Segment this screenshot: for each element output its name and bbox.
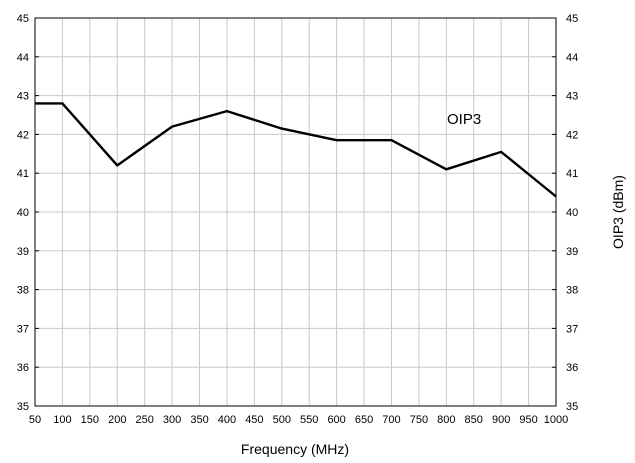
x-tick-label: 800 [437, 414, 455, 426]
x-tick-label: 850 [465, 414, 483, 426]
x-tick-label: 450 [245, 414, 263, 426]
y-tick-label-left: 43 [17, 91, 29, 103]
y-tick-label-left: 38 [17, 285, 29, 297]
y-tick-label-right: 36 [566, 362, 578, 374]
y-tick-label-left: 42 [17, 129, 29, 141]
x-tick-label: 500 [273, 414, 291, 426]
y-tick-label-left: 40 [17, 207, 29, 219]
y-tick-label-right: 38 [566, 285, 578, 297]
x-tick-label: 750 [410, 414, 428, 426]
y-tick-label-right: 40 [566, 207, 578, 219]
y-tick-label-right: 37 [566, 323, 578, 335]
x-tick-label: 300 [163, 414, 181, 426]
y-tick-label-right: 43 [566, 91, 578, 103]
x-tick-label: 700 [382, 414, 400, 426]
y-tick-label-left: 36 [17, 362, 29, 374]
x-tick-label: 400 [218, 414, 236, 426]
grid [35, 18, 556, 406]
x-tick-label: 650 [355, 414, 373, 426]
y-tick-label-right: 39 [566, 246, 578, 258]
series-line-oip3 [35, 102, 557, 198]
y-tick-label-right: 44 [566, 52, 578, 64]
y-tick-label-left: 39 [17, 246, 29, 258]
y-axis-label: OIP3 (dBm) [610, 175, 626, 249]
tick-labels: 50 100 150 200 250 300 350 400 450 500 550 600 650 70… [17, 13, 579, 426]
y-tick-label-right: 45 [566, 13, 578, 25]
x-tick-label: 600 [327, 414, 345, 426]
y-tick-label-left: 44 [17, 52, 29, 64]
plot-frame [34, 17, 557, 407]
x-tick-label: 350 [190, 414, 208, 426]
y-tick-label-left: 35 [17, 401, 29, 413]
x-tick-label: 200 [108, 414, 126, 426]
y-tick-label-left: 37 [17, 323, 29, 335]
x-tick-label: 900 [492, 414, 510, 426]
y-tick-label-right: 42 [566, 129, 578, 141]
x-tick-label: 950 [519, 414, 537, 426]
y-tick-label-left: 41 [17, 168, 29, 180]
x-tick-label: 100 [53, 414, 71, 426]
x-axis-label: Frequency (MHz) [241, 441, 349, 457]
y-tick-label-right: 41 [566, 168, 578, 180]
series-label-oip3: OIP3 [447, 111, 481, 128]
x-tick-label: 1000 [544, 414, 568, 426]
x-tick-label: 50 [29, 414, 41, 426]
x-tick-label: 550 [300, 414, 318, 426]
y-tick-label-right: 35 [566, 401, 578, 413]
y-tick-label-left: 45 [17, 13, 29, 25]
x-tick-label: 250 [136, 414, 154, 426]
x-tick-label: 150 [81, 414, 99, 426]
